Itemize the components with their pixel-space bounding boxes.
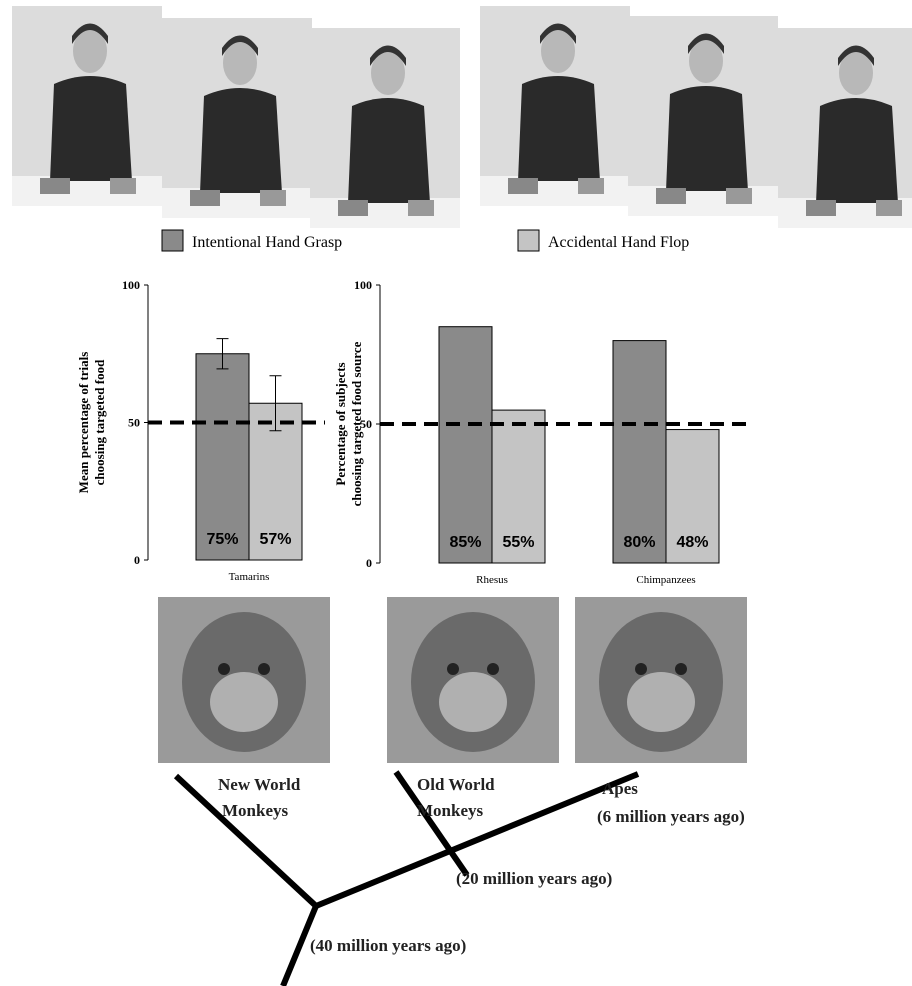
legend-swatch (517, 229, 540, 252)
bar (195, 353, 250, 561)
value-label: 57% (259, 531, 291, 548)
y-tick-label: 100 (354, 278, 372, 292)
y-axis-label: choosing targeted food (92, 359, 107, 485)
x-tick-label: Chimpanzees (636, 574, 695, 586)
y-tick-label: 0 (366, 556, 372, 570)
y-tick-label: 50 (128, 416, 140, 430)
y-axis-label: choosing targeted food source (349, 341, 364, 506)
bar (438, 326, 493, 564)
value-label: 75% (206, 531, 238, 548)
x-tick-label: Rhesus (476, 574, 508, 586)
value-label: 48% (676, 534, 708, 551)
y-tick-label: 50 (360, 417, 372, 431)
tree-label: (6 million years ago) (597, 807, 745, 826)
value-label: 85% (449, 534, 481, 551)
tree-lines (173, 770, 640, 986)
y-axis-label: Mean percentage of trials (76, 352, 91, 494)
value-label: 80% (623, 534, 655, 551)
tree-label: (20 million years ago) (456, 869, 612, 888)
y-tick-label: 100 (122, 278, 140, 292)
bar (665, 429, 720, 564)
value-label: 55% (502, 534, 534, 551)
y-tick-label: 0 (134, 553, 140, 567)
bar (491, 409, 546, 564)
legend-label: Intentional Hand Grasp (192, 234, 342, 251)
tree-label: Monkeys (417, 801, 484, 820)
legend-swatch (161, 229, 184, 252)
tree-label: Old World (417, 775, 495, 794)
y-axis-label: Percentage of subjects (333, 362, 348, 485)
tree-label: Apes (602, 779, 638, 798)
legend-label: Accidental Hand Flop (548, 234, 689, 251)
tree-label: (40 million years ago) (310, 936, 466, 955)
tree-label: New World (218, 775, 301, 794)
tree-labels: New World Monkeys Old World Monkeys Apes… (218, 775, 745, 955)
x-tick-label: Tamarins (229, 571, 270, 583)
tree-label: Monkeys (222, 801, 289, 820)
bar (612, 340, 667, 564)
